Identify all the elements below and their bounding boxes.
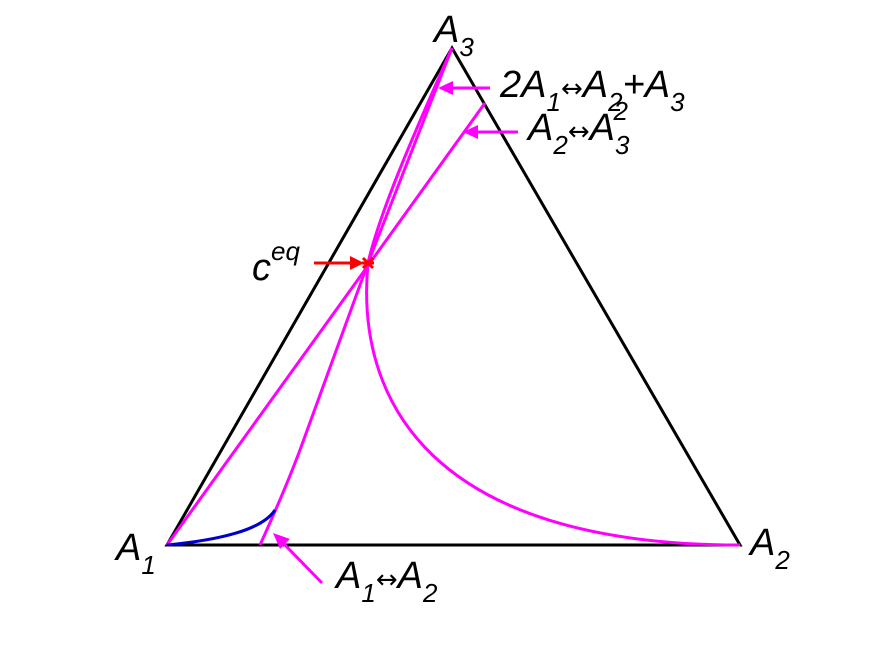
equilibrium-label: ceq [252,236,300,289]
trajectory-curve [166,509,277,547]
arrow-to-2a1-curve [438,81,490,95]
arrow-to-a1-a2-curve [273,533,324,585]
simplex-triangle [164,44,743,547]
reaction-label-a1-a2: A1↔A2 [334,555,438,608]
curve-a2-a3-squared [165,102,487,546]
annotation-arrows [273,81,518,585]
arrow-to-a2-a3-curve [463,125,518,139]
reaction-label-2a1-a2-a3: 2A1↔A2+A3 [499,64,685,117]
curve-2a1-a2-a3 [258,47,454,546]
curve-a1-a2 [365,47,741,547]
ceq-arrow [314,256,364,270]
vertex-label-a2: A2 [748,522,790,575]
reaction-label-a2-a3-squared: A2↔A32 [526,96,630,160]
vertex-label-a3: A3 [432,9,474,62]
equilibrium-curves [165,47,741,547]
vertex-label-a1: A1 [114,527,156,580]
